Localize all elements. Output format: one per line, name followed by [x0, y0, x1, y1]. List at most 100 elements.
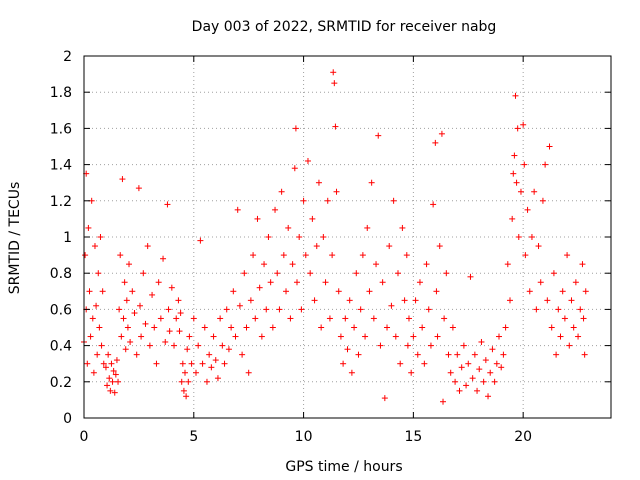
- data-point: [276, 306, 283, 313]
- data-point: [405, 315, 412, 322]
- data-point: [307, 270, 314, 277]
- data-point: [330, 69, 337, 76]
- data-point: [184, 346, 191, 353]
- data-point: [564, 252, 571, 259]
- data-point: [298, 306, 305, 313]
- data-point: [203, 378, 210, 385]
- data-point: [421, 360, 428, 367]
- data-point: [254, 215, 261, 222]
- data-point: [99, 288, 106, 295]
- data-point: [100, 360, 107, 367]
- data-point: [90, 369, 97, 376]
- data-point: [539, 197, 546, 204]
- data-point: [104, 382, 111, 389]
- data-point: [280, 252, 287, 259]
- data-point: [108, 360, 115, 367]
- y-tick-label: 2: [63, 49, 72, 65]
- data-point: [96, 324, 103, 331]
- data-point: [164, 201, 171, 208]
- data-point: [247, 297, 254, 304]
- data-point: [116, 306, 123, 313]
- data-point: [580, 315, 587, 322]
- data-point: [456, 387, 463, 394]
- y-tick-label: 1: [63, 230, 72, 246]
- data-point: [311, 297, 318, 304]
- data-point: [197, 237, 204, 244]
- data-point: [256, 284, 263, 291]
- data-point: [217, 315, 224, 322]
- y-tick-label: 1.4: [50, 158, 72, 174]
- data-point: [178, 378, 185, 385]
- data-point: [412, 297, 419, 304]
- data-point: [502, 324, 509, 331]
- data-point: [487, 369, 494, 376]
- data-point: [138, 333, 145, 340]
- data-point: [491, 378, 498, 385]
- data-point: [377, 342, 384, 349]
- data-point: [274, 270, 281, 277]
- data-point: [151, 324, 158, 331]
- data-point: [480, 378, 487, 385]
- data-point: [239, 351, 246, 358]
- data-point: [331, 80, 338, 87]
- data-point: [304, 157, 311, 164]
- data-point: [566, 342, 573, 349]
- data-point: [379, 279, 386, 286]
- data-point: [210, 333, 217, 340]
- data-point: [544, 297, 551, 304]
- data-point: [263, 306, 270, 313]
- data-point: [296, 234, 303, 240]
- data-point: [568, 297, 575, 304]
- data-point: [509, 215, 516, 222]
- data-point: [117, 252, 124, 259]
- data-point: [454, 351, 461, 358]
- data-point: [155, 279, 162, 286]
- data-point: [212, 357, 219, 364]
- data-point: [423, 261, 430, 268]
- data-point: [95, 270, 102, 277]
- data-point: [471, 351, 478, 358]
- data-point: [478, 338, 485, 345]
- data-point: [162, 338, 169, 345]
- data-point: [236, 302, 243, 309]
- data-point: [408, 369, 415, 376]
- y-tick-label: 0.4: [50, 339, 72, 355]
- data-point: [267, 279, 274, 286]
- data-point: [223, 306, 230, 313]
- data-point: [433, 288, 440, 295]
- data-point: [561, 315, 568, 322]
- data-point: [165, 306, 172, 313]
- data-point: [517, 188, 524, 195]
- data-point: [528, 234, 535, 240]
- data-point: [175, 297, 182, 304]
- data-point: [124, 324, 131, 331]
- data-point: [84, 360, 91, 367]
- data-point: [526, 288, 533, 295]
- data-point: [283, 288, 290, 295]
- data-point: [126, 261, 133, 268]
- data-point: [344, 346, 351, 353]
- data-point: [201, 324, 208, 331]
- chart-title: Day 003 of 2022, SRMTID for receiver nab…: [192, 19, 497, 35]
- data-point: [302, 252, 309, 259]
- data-point: [278, 188, 285, 195]
- x-axis-label: GPS time / hours: [285, 459, 402, 475]
- data-point: [548, 324, 555, 331]
- x-tick-label: 15: [404, 429, 422, 445]
- data-point: [272, 206, 279, 213]
- data-point: [362, 333, 369, 340]
- x-axis: 0 5 10 15 20: [80, 56, 532, 445]
- data-point: [579, 261, 586, 268]
- data-point: [493, 360, 500, 367]
- data-point: [87, 333, 94, 340]
- data-point: [199, 360, 206, 367]
- data-point: [120, 315, 127, 322]
- data-point: [185, 378, 192, 385]
- data-point: [366, 288, 373, 295]
- data-point: [351, 324, 358, 331]
- data-point: [500, 351, 507, 358]
- data-point: [386, 243, 393, 250]
- data-point: [252, 315, 259, 322]
- data-points: [81, 69, 589, 405]
- data-point: [122, 346, 129, 353]
